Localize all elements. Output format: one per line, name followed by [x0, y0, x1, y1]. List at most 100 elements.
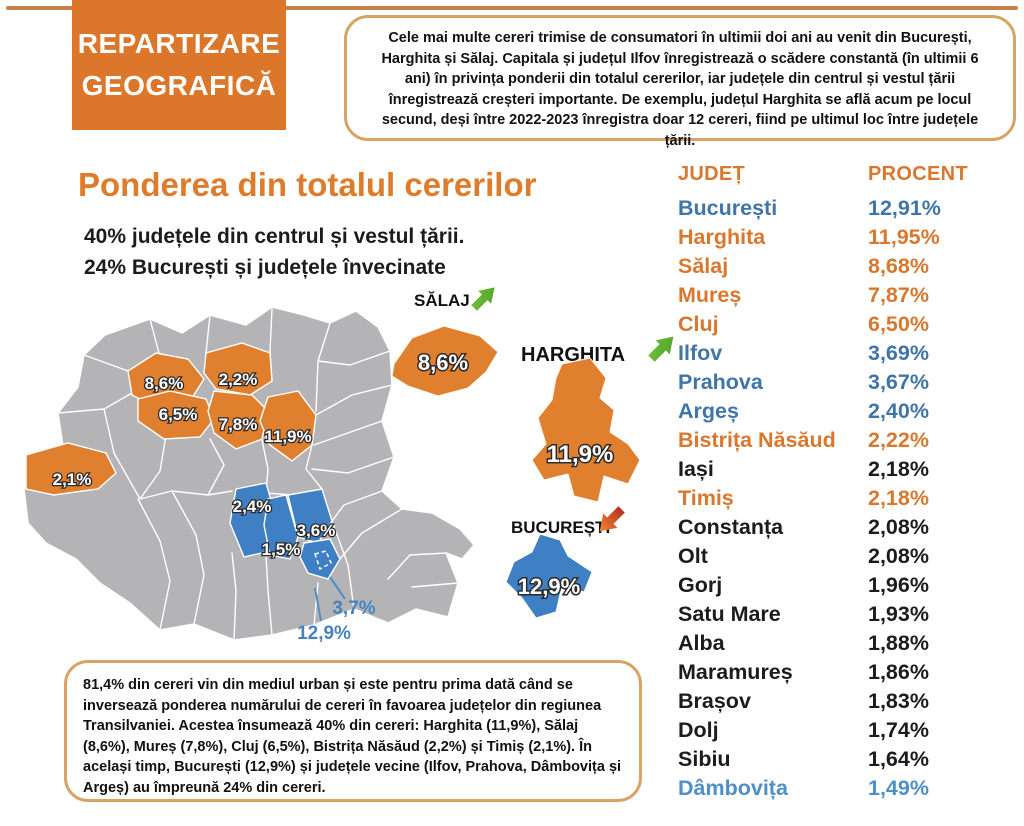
judet-cell: Brașov — [678, 689, 751, 713]
judet-table: JUDEȚ PROCENT București 12,91% Harghita 11,… — [678, 163, 1020, 803]
county-timis — [25, 442, 117, 496]
callout-salaj-value: 8,6% — [418, 350, 468, 375]
table-header: JUDEȚ PROCENT — [678, 163, 1020, 194]
callout-salaj-name: SĂLAJ — [414, 291, 470, 310]
judet-cell: Sibiu — [678, 747, 731, 771]
map-label-mures: 7,8% — [219, 415, 258, 434]
table-row: Harghita 11,95% — [678, 223, 1020, 252]
callout-bucuresti-name: BUCUREȘTI — [511, 518, 611, 537]
judet-cell: Argeș — [678, 399, 739, 423]
table-row: Bistrița Năsăud 2,22% — [678, 426, 1020, 455]
top-divider — [6, 6, 1018, 10]
table-row: Constanța 2,08% — [678, 513, 1020, 542]
intro-note-text: Cele mai multe cereri trimise de consuma… — [381, 30, 979, 149]
table-row: Dolj 1,74% — [678, 716, 1020, 745]
judet-cell: Bistrița Năsăud — [678, 428, 836, 452]
judet-cell: Harghita — [678, 225, 766, 249]
procent-cell: 2,08% — [868, 544, 929, 568]
county-cluj — [137, 390, 215, 440]
procent-cell: 1,64% — [868, 747, 929, 771]
judet-cell: Sălaj — [678, 254, 729, 278]
table-row: București 12,91% — [678, 194, 1020, 223]
table-row: Satu Mare 1,93% — [678, 600, 1020, 629]
procent-cell: 1,88% — [868, 631, 929, 655]
trend-up-icon — [648, 336, 674, 362]
judet-cell: Olt — [678, 544, 708, 568]
map-label-harghita: 11,9% — [264, 427, 311, 446]
procent-cell: 1,96% — [868, 573, 929, 597]
section-bullets: 40% județele din centrul și vestul țării… — [84, 221, 464, 283]
trend-up-icon — [471, 287, 495, 311]
callout-harghita-shape: 11,9% — [531, 357, 641, 503]
table-row: Prahova 3,67% — [678, 368, 1020, 397]
table-header-procent: PROCENT — [868, 163, 968, 185]
trend-down-icon — [599, 506, 625, 532]
table-row: Brașov 1,83% — [678, 687, 1020, 716]
page-title: REPARTIZARE GEOGRAFICĂ — [72, 0, 286, 130]
map-label-arges: 2,4% — [233, 497, 272, 516]
procent-cell: 1,83% — [868, 689, 929, 713]
table-row: Olt 2,08% — [678, 542, 1020, 571]
procent-cell: 2,40% — [868, 399, 929, 423]
map-label-dambovita: 1,5% — [262, 540, 301, 559]
table-row: Mureș 7,87% — [678, 281, 1020, 310]
judet-cell: Maramureș — [678, 660, 793, 684]
table-row: Dâmbovița 1,49% — [678, 774, 1020, 803]
judet-cell: Satu Mare — [678, 602, 781, 626]
procent-cell: 2,18% — [868, 457, 929, 481]
judet-cell: Ilfov — [678, 341, 723, 365]
procent-cell: 1,49% — [868, 776, 929, 800]
procent-cell: 2,22% — [868, 428, 929, 452]
judet-cell: Constanța — [678, 515, 784, 539]
table-row: Sibiu 1,64% — [678, 745, 1020, 774]
footnote-text: 81,4% din cereri vin din mediul urban și… — [83, 677, 622, 796]
procent-cell: 8,68% — [868, 254, 929, 278]
table-row: Timiș 2,18% — [678, 484, 1020, 513]
callout-salaj-shape: 8,6% — [391, 325, 499, 397]
procent-cell: 2,08% — [868, 515, 929, 539]
callout-bucuresti-value: 12,9% — [518, 574, 580, 599]
procent-cell: 1,74% — [868, 718, 929, 742]
table-row: Argeș 2,40% — [678, 397, 1020, 426]
map-label-ilfov: 3,7% — [332, 598, 375, 619]
judet-cell: Cluj — [678, 312, 719, 336]
judet-cell: Dolj — [678, 718, 719, 742]
table-header-judet: JUDEȚ — [678, 163, 746, 185]
footnote-box: 81,4% din cereri vin din mediul urban și… — [64, 660, 642, 802]
judet-cell: Dâmbovița — [678, 776, 788, 800]
table-row: Sălaj 8,68% — [678, 252, 1020, 281]
bullet-center-west: 40% județele din centrul și vestul țării… — [84, 225, 465, 248]
procent-cell: 7,87% — [868, 283, 929, 307]
judet-cell: Mureș — [678, 283, 742, 307]
map-label-bistrita: 2,2% — [219, 370, 258, 389]
table-row: Gorj 1,96% — [678, 571, 1020, 600]
procent-cell: 1,86% — [868, 660, 929, 684]
page-title-line1: REPARTIZARE — [77, 28, 281, 59]
table-row: Alba 1,88% — [678, 629, 1020, 658]
intro-note-box: Cele mai multe cereri trimise de consuma… — [344, 15, 1016, 149]
procent-cell: 1,93% — [868, 602, 929, 626]
judet-cell: Gorj — [678, 573, 723, 597]
map-label-cluj: 6,5% — [159, 405, 198, 424]
procent-cell: 3,67% — [868, 370, 929, 394]
procent-cell: 6,50% — [868, 312, 929, 336]
judet-table-body: București 12,91% Harghita 11,95% Sălaj 8,68% M… — [678, 194, 1020, 803]
callout-harghita-name: HARGHITA — [521, 344, 626, 366]
procent-cell: 2,18% — [868, 486, 929, 510]
table-row: Ilfov 3,69% — [678, 339, 1020, 368]
county-prahova — [287, 488, 333, 544]
callout-bucuresti-shape: 12,9% — [505, 533, 593, 619]
table-row: Iași 2,18% — [678, 455, 1020, 484]
procent-cell: 3,69% — [868, 341, 929, 365]
table-row: Cluj 6,50% — [678, 310, 1020, 339]
county-harghita — [259, 390, 317, 462]
bucharest-dashed-outline — [314, 550, 332, 571]
map-label-prahova: 3,6% — [297, 521, 336, 540]
leader-line-bucuresti — [314, 587, 322, 622]
leader-line-ilfov — [329, 576, 346, 600]
judet-cell: Alba — [678, 631, 725, 655]
judet-cell: București — [678, 196, 778, 220]
county-ilfov — [299, 538, 341, 580]
judet-cell: Iași — [678, 457, 714, 481]
